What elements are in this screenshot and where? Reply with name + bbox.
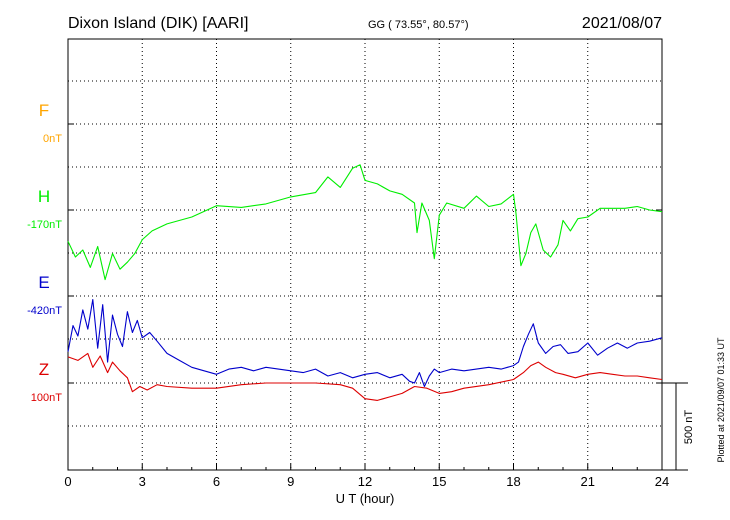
station-title: Dixon Island (DIK) [AARI] — [68, 15, 249, 32]
date-label: 2021/08/07 — [582, 15, 662, 32]
x-tick-label: 9 — [287, 474, 294, 489]
series-line-h — [67, 164, 663, 281]
series-baseline-z: 100nT — [31, 392, 62, 404]
series-baseline-h: -170nT — [27, 219, 62, 231]
axis-ticks: 0 3 6 9 12 15 18 21 24 — [64, 123, 669, 489]
scale-bar-label: 500 nT — [683, 410, 695, 445]
x-axis-label: U T (hour) — [336, 491, 395, 506]
x-tick-label: 6 — [213, 474, 220, 489]
series-name-z: Z — [39, 360, 49, 379]
series-name-h: H — [38, 187, 50, 206]
scale-bar — [662, 382, 688, 471]
x-tick-label: 15 — [432, 474, 446, 489]
series-name-f: F — [39, 101, 49, 120]
x-tick-label: 18 — [506, 474, 520, 489]
grid-lines — [68, 39, 662, 470]
x-tick-label: 21 — [581, 474, 595, 489]
series-baseline-f: 0nT — [43, 133, 62, 145]
x-tick-label: 24 — [655, 474, 669, 489]
series-line-z — [67, 352, 663, 401]
series-lines — [67, 164, 663, 401]
x-tick-label: 12 — [358, 474, 372, 489]
series-line-e — [67, 298, 663, 388]
series-baseline-e: -420nT — [27, 305, 62, 317]
coordinates-label: GG ( 73.55°, 80.57°) — [368, 19, 469, 31]
series-name-e: E — [38, 273, 49, 292]
series-labels: F 0nT H -170nT E -420nT Z 100nT — [27, 101, 62, 404]
plotted-timestamp: Plotted at 2021/09/07 01:33 UT — [716, 337, 726, 463]
x-tick-label: 0 — [64, 474, 71, 489]
x-tick-label: 3 — [139, 474, 146, 489]
